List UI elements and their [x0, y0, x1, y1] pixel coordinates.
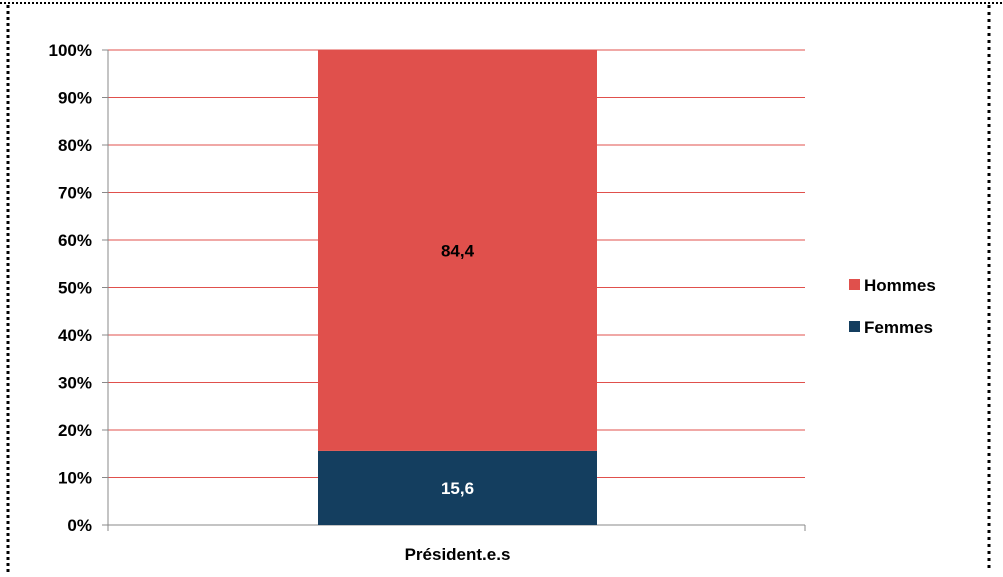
y-tick-label: 50% — [58, 279, 92, 298]
legend-label-femmes: Femmes — [864, 318, 933, 337]
data-labels: 15,6 84,4 — [441, 241, 475, 498]
x-category-label: Président.e.s — [405, 545, 511, 564]
y-tick-label: 60% — [58, 231, 92, 250]
y-tick-label: 100% — [49, 41, 92, 60]
y-tick-label: 90% — [58, 89, 92, 108]
data-label-femmes: 15,6 — [441, 479, 474, 498]
legend-label-hommes: Hommes — [864, 276, 936, 295]
y-tick-label: 70% — [58, 184, 92, 203]
legend: Hommes Femmes — [849, 276, 936, 337]
bars — [318, 50, 597, 525]
y-tick-label: 0% — [67, 516, 92, 535]
legend-swatch-hommes — [849, 279, 860, 290]
y-tick-label: 40% — [58, 326, 92, 345]
bar-segment-femmes — [318, 450, 597, 525]
y-tick-label: 80% — [58, 136, 92, 155]
y-tick-label: 30% — [58, 374, 92, 393]
axes: 0% 10% 20% 30% 40% 50% 60% 70% 80% 90% 100% Préside… — [49, 41, 806, 564]
data-label-hommes: 84,4 — [441, 241, 475, 260]
y-tick-label: 20% — [58, 421, 92, 440]
legend-swatch-femmes — [849, 321, 860, 332]
y-tick-label: 10% — [58, 469, 92, 488]
bar-segment-hommes — [318, 50, 597, 451]
